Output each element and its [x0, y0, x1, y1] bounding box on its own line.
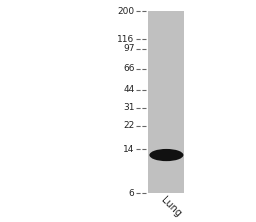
Text: 44: 44 — [123, 85, 134, 94]
Text: 116: 116 — [117, 35, 134, 44]
Text: 200: 200 — [117, 7, 134, 16]
Text: 6: 6 — [129, 189, 134, 198]
Text: Lung: Lung — [159, 195, 183, 219]
Text: 22: 22 — [123, 121, 134, 130]
Text: 66: 66 — [123, 64, 134, 73]
Text: 31: 31 — [123, 103, 134, 112]
Ellipse shape — [149, 149, 183, 161]
Bar — [148, 11, 184, 193]
Text: 14: 14 — [123, 145, 134, 154]
Text: 97: 97 — [123, 44, 134, 53]
